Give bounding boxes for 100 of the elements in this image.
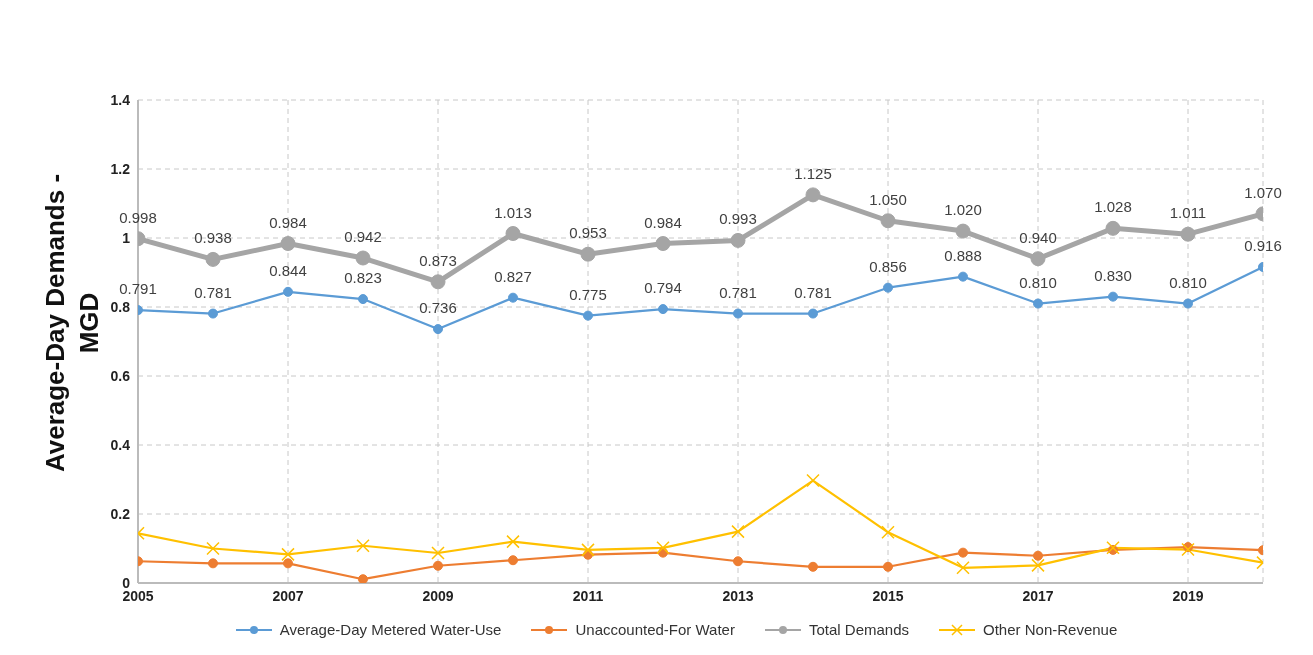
data-label: 0.810: [1019, 273, 1057, 291]
point: [955, 223, 971, 239]
legend-label: Unaccounted-For Water: [575, 621, 735, 638]
legend-label: Total Demands: [808, 621, 910, 638]
point: [808, 308, 818, 319]
data-label: 0.984: [269, 213, 307, 231]
point: [733, 556, 743, 567]
data-label: 0.775: [569, 285, 607, 303]
point: [880, 213, 896, 229]
point: [280, 236, 296, 252]
point: [358, 574, 368, 583]
data-label: 0.781: [794, 283, 832, 301]
data-label: 0.810: [1169, 273, 1207, 291]
y-tick-label: 0.4: [110, 436, 131, 453]
point: [806, 473, 820, 488]
data-label: 0.993: [719, 210, 757, 228]
point: [283, 558, 293, 569]
y-tick-label: 0.2: [110, 505, 131, 522]
point: [355, 250, 371, 266]
point: [655, 236, 671, 252]
point: [805, 187, 821, 203]
data-label: 0.953: [569, 224, 607, 242]
point: [283, 286, 293, 297]
point: [733, 308, 743, 319]
point: [358, 294, 368, 305]
y-tick-label: 1: [122, 229, 131, 246]
point: [281, 547, 295, 562]
point: [1033, 298, 1043, 309]
point: [208, 558, 218, 569]
x-tick-label: 2013: [722, 587, 754, 604]
point: [1108, 291, 1118, 302]
data-label: 0.827: [494, 267, 532, 285]
point: [1031, 558, 1045, 573]
point: [431, 546, 445, 560]
point: [958, 547, 968, 558]
data-label: 0.984: [644, 213, 682, 231]
data-label: 0.781: [719, 283, 757, 301]
x-tick-label: 2011: [572, 587, 604, 604]
data-label: 0.830: [1094, 266, 1132, 284]
data-label: 1.028: [1094, 198, 1132, 216]
point: [808, 561, 818, 572]
data-label: 0.873: [419, 251, 457, 269]
point: [1033, 550, 1043, 561]
point: [581, 543, 595, 557]
point: [206, 541, 220, 556]
y-tick-label: 1.2: [110, 160, 131, 177]
y-tick-label: 1.4: [110, 91, 131, 108]
x-tick-label: 2015: [872, 587, 904, 604]
data-label: 0.736: [419, 299, 457, 317]
point: [1183, 298, 1193, 309]
point: [580, 246, 596, 262]
data-label: 0.823: [344, 269, 382, 287]
point: [883, 282, 893, 293]
x-tick-label: 2017: [1022, 587, 1054, 604]
point: [208, 308, 218, 319]
point: [958, 271, 968, 282]
point: [1105, 220, 1121, 236]
point: [658, 304, 668, 315]
point: [205, 251, 221, 267]
data-label: 1.125: [794, 164, 832, 182]
point: [730, 232, 746, 248]
point: [1181, 542, 1195, 557]
data-label: 0.938: [194, 229, 232, 247]
point: [883, 561, 893, 572]
data-label: 0.888: [944, 246, 982, 264]
point: [1180, 226, 1196, 242]
point: [433, 324, 443, 335]
y-tick-label: 0.8: [110, 298, 131, 315]
point: [508, 555, 518, 566]
point: [731, 524, 745, 539]
point: [583, 310, 593, 321]
data-label: 0.916: [1244, 236, 1282, 254]
data-label: 0.940: [1019, 228, 1057, 246]
point: [433, 560, 443, 571]
data-label: 0.791: [119, 280, 157, 298]
point: [430, 274, 446, 290]
x-tick-label: 2007: [272, 587, 304, 604]
x-tick-label: 2019: [1172, 587, 1204, 604]
y-tick-label: 0.6: [110, 367, 131, 384]
point: [356, 538, 370, 553]
point: [956, 561, 970, 575]
y-axis-title: Average-Day Demands - MGD: [40, 173, 104, 473]
legend-label: Other Non-Revenue: [983, 621, 1118, 638]
point: [506, 534, 520, 549]
data-label: 0.856: [869, 257, 907, 275]
data-label: 0.781: [194, 283, 232, 301]
point: [505, 226, 521, 242]
data-label: 1.050: [869, 190, 907, 208]
x-tick-label: 2009: [422, 587, 454, 604]
data-label: 1.070: [1244, 183, 1282, 201]
legend-label: Average-Day Metered Water-Use: [279, 621, 502, 638]
point: [1030, 251, 1046, 267]
data-label: 0.794: [644, 279, 682, 297]
data-label: 0.844: [269, 261, 307, 279]
data-label: 0.998: [119, 208, 157, 226]
data-label: 1.013: [494, 203, 532, 221]
point: [656, 541, 670, 555]
data-label: 1.011: [1169, 204, 1207, 222]
data-label: 0.942: [344, 228, 382, 246]
point: [508, 292, 518, 303]
